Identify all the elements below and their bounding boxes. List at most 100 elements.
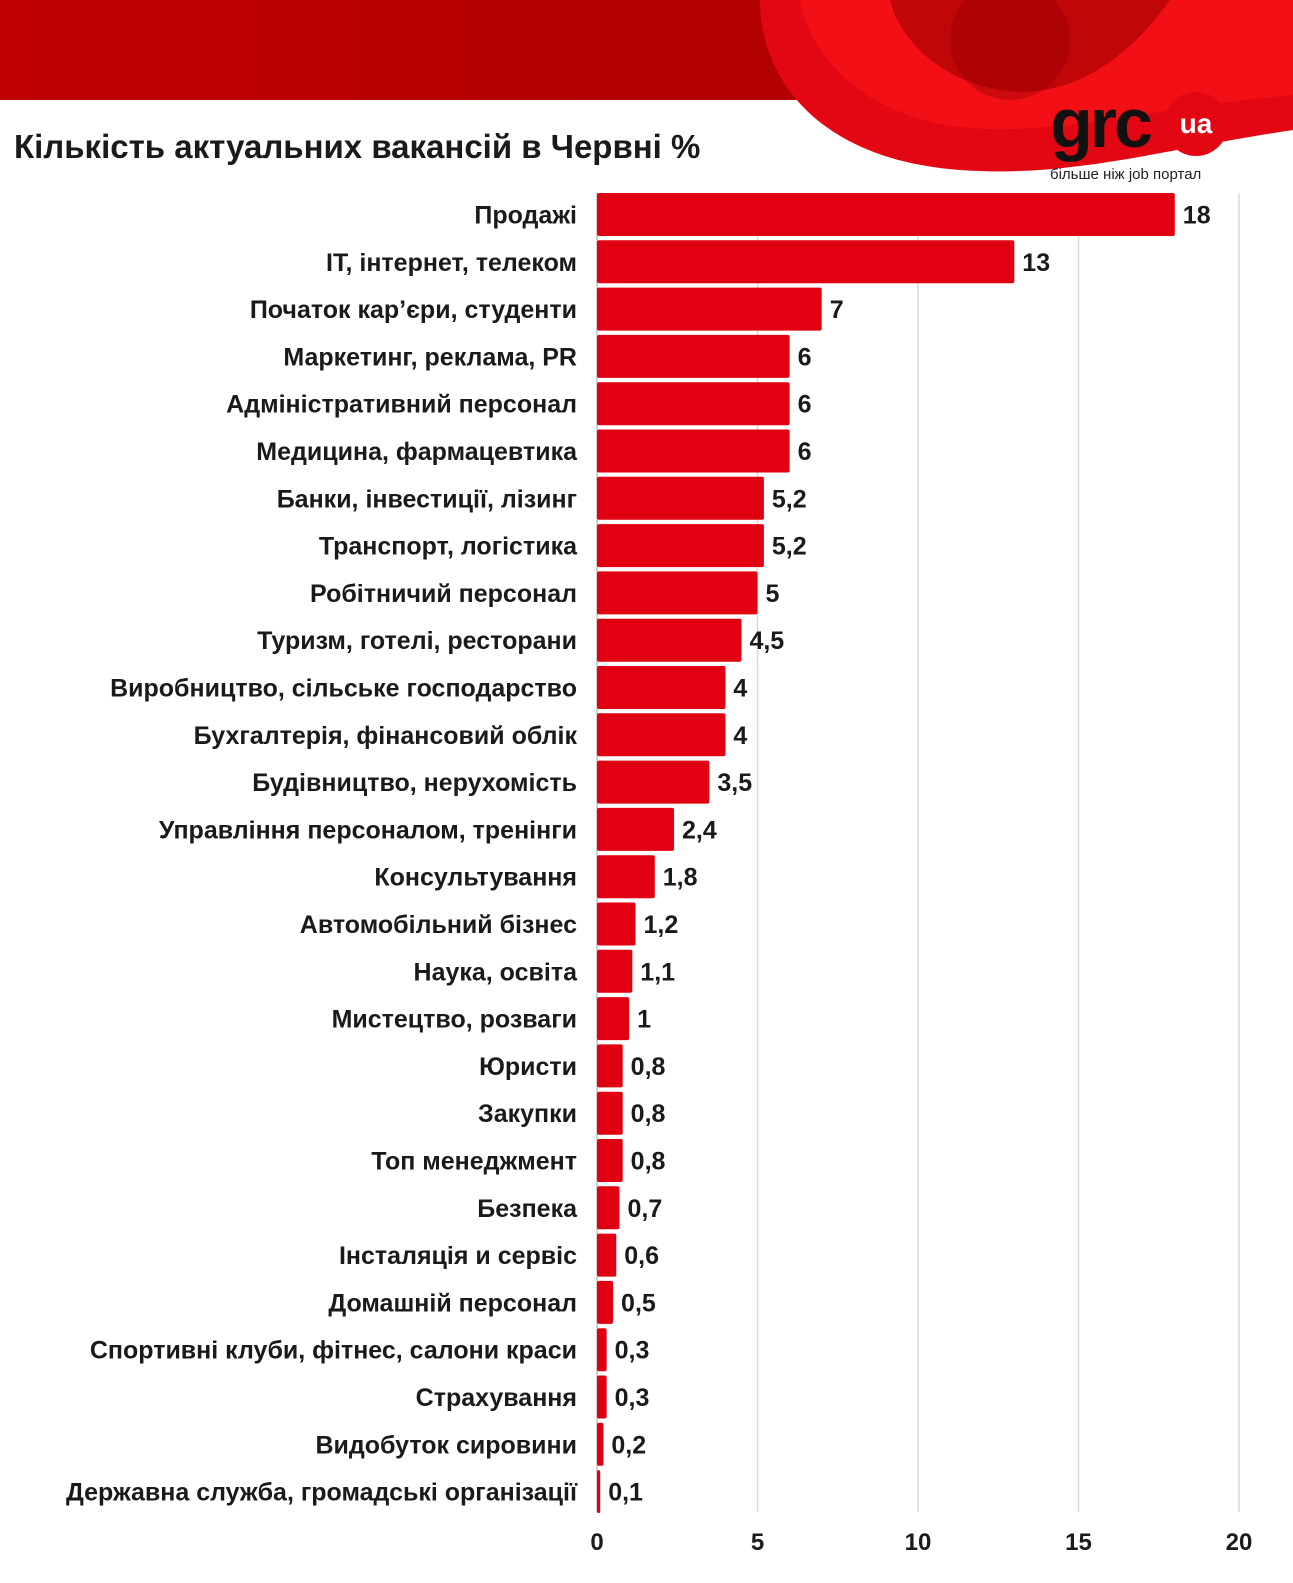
bar bbox=[597, 1186, 620, 1230]
bar bbox=[597, 334, 790, 378]
bar bbox=[597, 1328, 607, 1372]
chart-title: Кількість актуальних вакансій в Червні % bbox=[14, 128, 701, 165]
category-label: Юристи bbox=[479, 1053, 577, 1081]
data-label: 0,2 bbox=[611, 1431, 646, 1459]
header-swoosh bbox=[760, 0, 1293, 172]
category-label: Початок кар’єри, студенти bbox=[250, 296, 577, 324]
bar bbox=[597, 807, 675, 851]
bar bbox=[597, 287, 822, 331]
bar bbox=[597, 240, 1015, 284]
bar bbox=[597, 382, 790, 426]
x-tick-label: 0 bbox=[590, 1529, 603, 1556]
category-label: Спортивні клуби, фітнес, салони краси bbox=[90, 1337, 577, 1365]
grc-logo: grc ua більше ніж job портал bbox=[1050, 88, 1250, 188]
category-label: Видобуток сировини bbox=[315, 1431, 577, 1459]
category-label: Наука, освіта bbox=[414, 958, 579, 986]
data-label: 0,8 bbox=[631, 1148, 666, 1176]
bar bbox=[597, 713, 726, 757]
data-label: 2,4 bbox=[682, 816, 717, 844]
bar bbox=[597, 1139, 623, 1182]
category-labels: Продажі IT, інтернет, телеком Початок кар’… bbox=[66, 202, 578, 1507]
bar bbox=[597, 1091, 623, 1135]
bar bbox=[597, 1470, 601, 1514]
category-label: Будівництво, нерухомість bbox=[252, 769, 577, 797]
bar bbox=[597, 949, 633, 993]
bar bbox=[597, 1233, 617, 1277]
category-label: Маркетинг, реклама, PR bbox=[283, 343, 577, 371]
data-label: 1 bbox=[637, 1006, 651, 1034]
logo-tagline: більше ніж job портал bbox=[1050, 166, 1202, 183]
category-label: Закупки bbox=[478, 1100, 577, 1128]
x-axis-ticks: 0 5 10 15 20 bbox=[590, 1529, 1252, 1556]
bar bbox=[597, 429, 790, 473]
category-label: IT, інтернет, телеком bbox=[326, 249, 577, 277]
category-label: Безпека bbox=[477, 1195, 578, 1223]
logo-badge: ua bbox=[1164, 92, 1228, 156]
bar bbox=[597, 1044, 623, 1088]
bar bbox=[597, 476, 764, 520]
category-label: Державна служба, громадські організації bbox=[66, 1479, 578, 1507]
data-label: 0,5 bbox=[621, 1289, 656, 1317]
data-label: 1,2 bbox=[644, 911, 679, 939]
category-label: Топ менеджмент bbox=[371, 1148, 577, 1176]
data-label: 0,1 bbox=[608, 1479, 643, 1507]
data-label: 6 bbox=[798, 391, 812, 419]
data-label: 0,7 bbox=[627, 1195, 662, 1223]
category-label: Робітничий персонал bbox=[310, 580, 577, 608]
category-label: Консультування bbox=[374, 864, 577, 892]
category-label: Банки, інвестиції, лізинг bbox=[277, 485, 577, 513]
data-label: 0,8 bbox=[631, 1100, 666, 1128]
category-label: Транспорт, логістика bbox=[319, 533, 578, 561]
bar bbox=[597, 666, 726, 709]
value-labels: 181376665,25,254,5443,52,41,81,21,110,80… bbox=[608, 202, 1210, 1507]
data-label: 0,3 bbox=[615, 1384, 650, 1412]
category-label: Туризм, готелі, ресторани bbox=[257, 627, 577, 655]
bar bbox=[597, 855, 655, 899]
category-label: Продажі bbox=[474, 202, 577, 230]
bar bbox=[597, 902, 636, 946]
data-label: 0,3 bbox=[615, 1337, 650, 1365]
data-label: 1,8 bbox=[663, 864, 698, 892]
bar bbox=[597, 997, 630, 1041]
data-label: 13 bbox=[1022, 249, 1050, 277]
category-label: Інсталяція и сервіс bbox=[339, 1242, 577, 1270]
data-label: 0,8 bbox=[631, 1053, 666, 1081]
bar bbox=[597, 524, 764, 568]
data-label: 4 bbox=[733, 722, 747, 750]
data-label: 6 bbox=[798, 438, 812, 466]
logo-wordmark: grc bbox=[1050, 84, 1153, 162]
data-label: 4,5 bbox=[749, 627, 784, 655]
data-label: 18 bbox=[1183, 202, 1211, 230]
bar bbox=[597, 193, 1175, 236]
category-label: Управління персоналом, тренінги bbox=[159, 816, 577, 844]
data-label: 1,1 bbox=[640, 958, 675, 986]
bar bbox=[597, 618, 742, 662]
category-label: Адміністративний персонал bbox=[226, 391, 577, 419]
x-tick-label: 5 bbox=[751, 1529, 764, 1556]
category-label: Виробництво, сільське господарство bbox=[110, 675, 577, 703]
data-label: 0,6 bbox=[624, 1242, 659, 1270]
bar bbox=[597, 1375, 607, 1419]
bars bbox=[597, 193, 1175, 1514]
x-tick-label: 20 bbox=[1226, 1529, 1253, 1556]
x-tick-label: 15 bbox=[1065, 1529, 1092, 1556]
bar bbox=[597, 571, 758, 615]
data-label: 5 bbox=[766, 580, 780, 608]
bar bbox=[597, 1422, 604, 1466]
data-label: 4 bbox=[733, 675, 747, 703]
category-label: Мистецтво, розваги bbox=[332, 1006, 577, 1034]
data-label: 7 bbox=[830, 296, 844, 324]
category-label: Медицина, фармацевтика bbox=[256, 438, 578, 466]
category-label: Бухгалтерія, фінансовий облік bbox=[194, 722, 578, 750]
data-label: 3,5 bbox=[717, 769, 752, 797]
bar bbox=[597, 1280, 614, 1324]
data-label: 5,2 bbox=[772, 533, 807, 561]
data-label: 5,2 bbox=[772, 485, 807, 513]
category-label: Автомобільний бізнес bbox=[300, 911, 577, 939]
category-label: Страхування bbox=[416, 1384, 577, 1412]
data-label: 6 bbox=[798, 343, 812, 371]
bar bbox=[597, 760, 710, 804]
category-label: Домашній персонал bbox=[328, 1289, 577, 1317]
x-tick-label: 10 bbox=[905, 1529, 932, 1556]
